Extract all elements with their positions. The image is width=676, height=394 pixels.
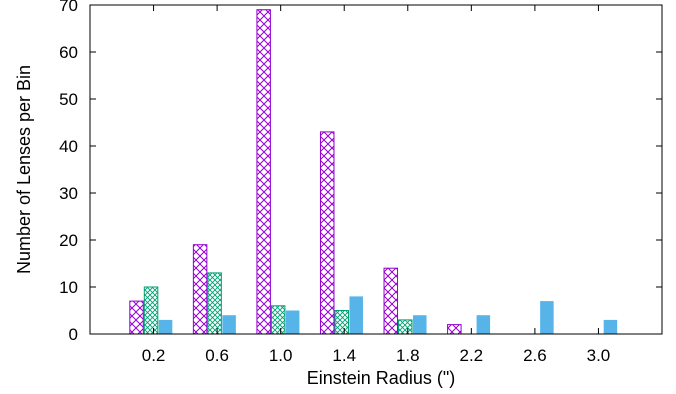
bar-s2-0.6 [207,272,222,335]
y-axis-label: Number of Lenses per Bin [14,65,34,274]
x-tick-label: 2.6 [523,346,547,365]
axes-group: 0 10 20 30 40 50 60 70 0.2 0.6 1.0 1.4 1.8 2.2 2.6 3.0 [59,0,662,365]
bar-s3-1.8 [413,315,427,334]
bar-s2-1.8 [398,319,413,335]
bar-s3-2.2 [476,315,491,334]
bar-s3-2.6 [540,301,554,334]
bar-s3-0.6 [222,315,236,334]
x-tick-label: 3.0 [587,346,611,365]
bar-s2-1.0 [270,305,286,335]
y-tick-label: 40 [59,137,78,156]
bar-s1-0.6 [192,244,208,335]
y-tick-label: 20 [59,231,78,250]
x-tick-label: 1.4 [332,346,356,365]
bar-s1-2.2 [447,324,462,335]
bar-s3-1.4 [349,296,363,334]
y-tick-label: 0 [69,325,78,344]
bar-s3-3.0 [603,319,618,334]
x-tick-label: 1.0 [269,346,293,365]
x-axis-label: Einstein Radius (") [307,368,455,388]
bar-s1-1.0 [256,9,271,335]
y-tick-label: 60 [59,43,78,62]
x-tick-label: 0.2 [142,346,166,365]
bar-s2-1.4 [334,310,349,335]
bar-s3-1.0 [285,310,300,334]
bars-group [129,9,618,335]
bar-s1-1.4 [319,131,335,335]
y-tick-label: 50 [59,90,78,109]
y-tick-label: 70 [59,0,78,15]
y-tick-label: 10 [59,278,78,297]
bar-s1-1.8 [383,267,399,335]
x-tick-label: 2.2 [460,346,484,365]
x-tick-label: 0.6 [205,346,229,365]
bar-s2-0.2 [143,286,159,335]
bar-s3-0.2 [158,319,173,334]
y-tick-label: 30 [59,184,78,203]
plot-frame [89,4,663,335]
bar-s1-0.2 [129,300,144,335]
x-tick-label: 1.8 [396,346,420,365]
